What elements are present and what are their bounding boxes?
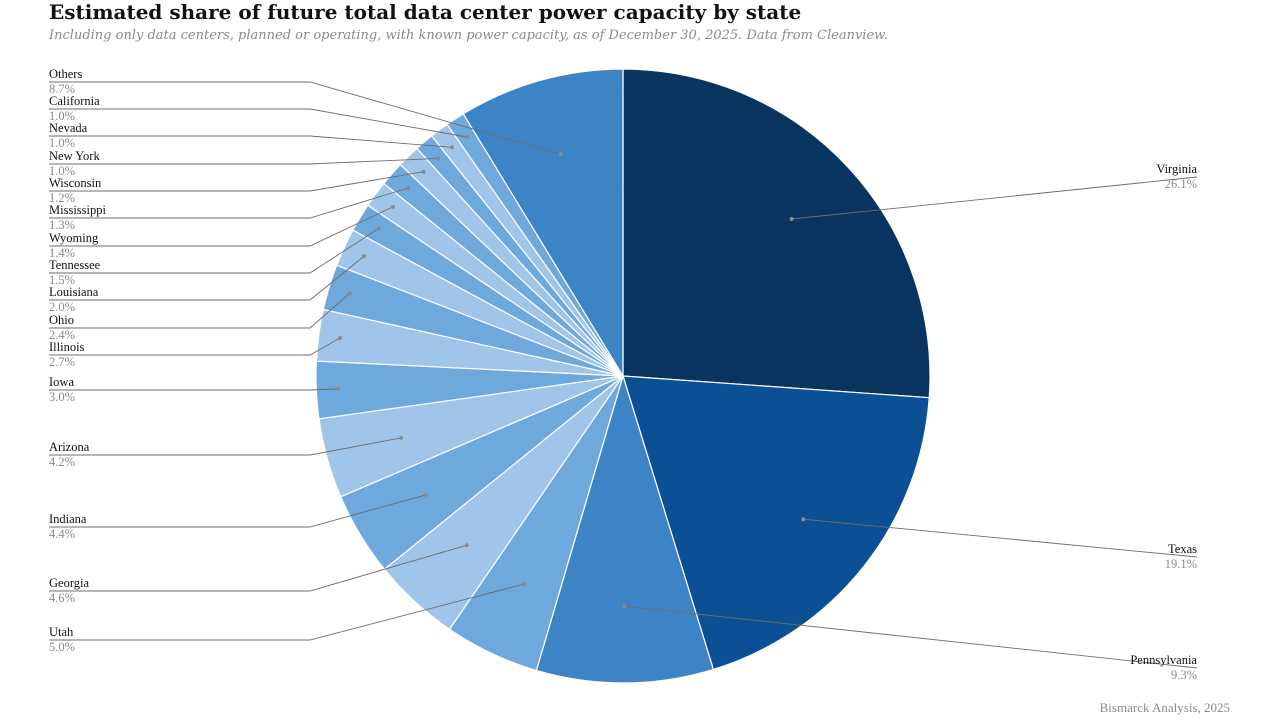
leader-dot-california — [464, 135, 469, 139]
leader-line-illinois — [49, 337, 341, 356]
leader-dot-indiana — [423, 492, 428, 497]
slice-label-tennessee: Tennessee — [49, 258, 101, 272]
slice-label-new-york: New York — [49, 149, 100, 163]
leader-line-california — [49, 108, 467, 138]
leader-dot-wisconsin — [421, 169, 426, 174]
slice-value-utah: 5.0% — [49, 640, 75, 654]
slice-value-louisiana: 2.0% — [49, 300, 75, 314]
slice-label-others: Others — [49, 67, 82, 81]
pie-slice-virginia — [622, 68, 931, 399]
leader-dot-illinois — [338, 336, 342, 340]
slice-value-tennessee: 1.5% — [49, 273, 75, 287]
leader-line-louisiana — [49, 256, 365, 301]
pie-slices — [315, 68, 931, 684]
slice-label-texas: Texas — [1168, 542, 1197, 556]
leader-dot-wyoming — [390, 204, 395, 209]
slice-label-wisconsin: Wisconsin — [49, 176, 102, 190]
leader-line-new-york — [49, 157, 439, 165]
slice-label-georgia: Georgia — [49, 576, 89, 590]
slice-value-iowa: 3.0% — [49, 390, 75, 404]
leader-line-wisconsin — [49, 171, 424, 192]
slice-value-ohio: 2.4% — [49, 328, 75, 342]
slice-label-louisiana: Louisiana — [49, 285, 99, 299]
leader-dot-ohio — [347, 291, 352, 296]
leader-line-texas — [803, 518, 1198, 558]
slice-value-nevada: 1.0% — [49, 136, 75, 150]
leader-line-indiana — [49, 494, 426, 528]
slice-value-arizona: 4.2% — [49, 455, 75, 469]
leader-dot-utah — [522, 582, 527, 586]
slice-value-illinois: 2.7% — [49, 355, 75, 369]
chart-subtitle: Including only data centers, planned or … — [49, 28, 888, 43]
slice-label-illinois: Illinois — [49, 340, 85, 354]
leader-dot-virginia — [789, 217, 794, 221]
leader-dot-tennessee — [376, 226, 381, 231]
leader-line-others — [49, 81, 561, 155]
slice-label-pennsylvania: Pennsylvania — [1130, 653, 1197, 667]
slice-label-mississippi: Mississippi — [49, 203, 106, 217]
slice-value-georgia: 4.6% — [49, 591, 75, 605]
leader-dot-pennsylvania — [622, 604, 627, 609]
leader-line-utah — [49, 583, 525, 641]
slice-label-virginia: Virginia — [1156, 162, 1197, 176]
leader-line-arizona — [49, 437, 402, 456]
slice-value-pennsylvania: 9.3% — [1171, 668, 1197, 682]
leader-line-iowa — [49, 388, 338, 391]
slice-label-indiana: Indiana — [49, 512, 87, 526]
slice-label-utah: Utah — [49, 625, 74, 639]
leader-dot-iowa — [335, 387, 340, 391]
slice-label-iowa: Iowa — [49, 375, 74, 389]
slice-label-ohio: Ohio — [49, 313, 74, 327]
leader-line-virginia — [791, 176, 1198, 220]
slice-value-indiana: 4.4% — [49, 527, 75, 541]
leader-lines — [49, 81, 1198, 669]
slice-value-california: 1.0% — [49, 109, 75, 123]
leader-dot-mississippi — [406, 186, 411, 190]
leader-dot-others — [558, 152, 563, 157]
leader-line-mississippi — [49, 187, 409, 219]
slice-label-california: California — [49, 94, 100, 108]
leader-line-tennessee — [49, 228, 379, 274]
leader-dot-new-york — [436, 156, 441, 161]
leader-line-pennsylvania — [624, 605, 1198, 669]
leader-line-wyoming — [49, 206, 394, 247]
leader-line-nevada — [49, 135, 453, 148]
pie-slice-texas — [622, 375, 930, 671]
leader-line-georgia — [49, 544, 467, 592]
slice-value-mississippi: 1.3% — [49, 218, 75, 232]
leader-dot-nevada — [450, 145, 455, 150]
slice-value-virginia: 26.1% — [1165, 177, 1197, 191]
slice-value-wisconsin: 1.2% — [49, 191, 75, 205]
slice-label-wyoming: Wyoming — [49, 231, 99, 245]
slice-value-new-york: 1.0% — [49, 164, 75, 178]
leader-dot-louisiana — [361, 254, 366, 259]
slice-label-nevada: Nevada — [49, 121, 88, 135]
slice-value-wyoming: 1.4% — [49, 246, 75, 260]
chart-title: Estimated share of future total data cen… — [49, 0, 802, 24]
slice-value-texas: 19.1% — [1165, 557, 1197, 571]
source-credit: Bismarck Analysis, 2025 — [1099, 700, 1230, 715]
leader-dot-arizona — [399, 435, 404, 440]
leader-dot-texas — [801, 517, 806, 522]
slice-value-others: 8.7% — [49, 82, 75, 96]
pie-slice-pennsylvania — [535, 373, 715, 684]
leader-dot-georgia — [464, 543, 469, 548]
pie-slice-others — [462, 68, 624, 379]
slice-label-arizona: Arizona — [49, 440, 90, 454]
leader-line-ohio — [49, 292, 350, 329]
